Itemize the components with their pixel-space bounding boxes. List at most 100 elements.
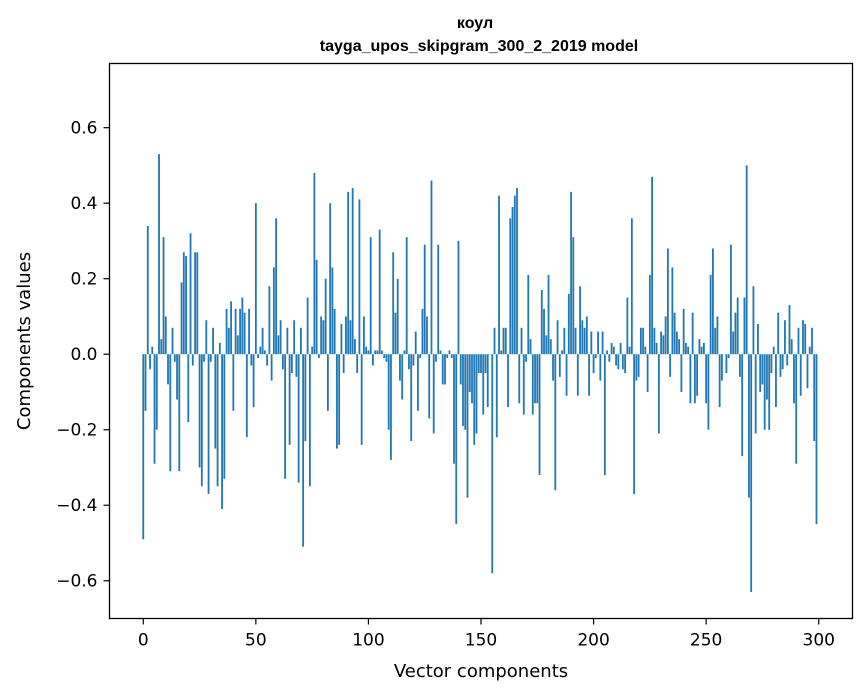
bar-component-239: [680, 354, 683, 392]
bar-component-99: [365, 346, 368, 355]
bar-component-104: [376, 350, 379, 355]
bar-component-70: [299, 327, 302, 355]
bar-component-30: [209, 354, 212, 362]
bar-component-298: [813, 354, 816, 442]
bar-component-14: [173, 354, 176, 362]
bar-component-75: [311, 346, 314, 355]
bar-component-122: [417, 354, 419, 411]
bar-component-271: [752, 286, 755, 355]
bar-component-153: [486, 354, 489, 408]
bar-component-53: [261, 327, 264, 355]
bar-component-257: [721, 354, 723, 381]
bar-component-79: [320, 316, 323, 355]
bar-component-156: [493, 327, 496, 355]
bar-component-172: [529, 339, 532, 355]
bar-component-190: [570, 191, 572, 355]
bar-component-18: [182, 252, 185, 355]
bar-component-212: [619, 342, 622, 355]
bar-component-42: [236, 335, 239, 355]
chart-title: коул: [457, 15, 493, 32]
bar-component-209: [612, 346, 615, 355]
bar-component-32: [214, 354, 217, 449]
bar-component-262: [732, 331, 735, 355]
bar-component-101: [369, 237, 372, 355]
bar-component-183: [554, 354, 557, 491]
bar-component-10: [164, 316, 167, 355]
y-tick-label: 0.2: [70, 270, 97, 290]
bar-component-249: [703, 342, 705, 355]
x-tick-label: 200: [577, 631, 609, 651]
bar-component-168: [520, 327, 523, 355]
bar-component-217: [630, 218, 633, 355]
bar-component-173: [531, 354, 534, 415]
y-tick-label: −0.2: [56, 421, 97, 441]
bar-component-92: [349, 320, 352, 355]
bar-component-131: [437, 244, 440, 355]
bar-component-65: [288, 354, 291, 445]
bar-component-272: [754, 354, 757, 434]
bar-component-108: [385, 354, 388, 362]
bar-component-277: [766, 354, 768, 400]
bar-component-1: [144, 354, 147, 411]
y-axis-label: Components values: [14, 252, 35, 430]
bar-component-238: [678, 339, 681, 355]
bar-component-55: [266, 354, 269, 366]
bar-component-33: [216, 354, 219, 487]
bar-component-295: [806, 354, 809, 389]
bar-component-161: [504, 327, 507, 355]
bar-component-192: [574, 327, 577, 355]
bar-component-280: [772, 346, 775, 355]
y-tick-label: −0.4: [56, 496, 97, 516]
bar-component-259: [725, 354, 728, 374]
bar-component-91: [347, 191, 350, 355]
bar-component-103: [374, 350, 377, 355]
bar-component-120: [412, 354, 415, 366]
bar-component-47: [248, 308, 250, 355]
bar-component-128: [430, 180, 433, 355]
bar-component-296: [808, 346, 811, 355]
bar-component-119: [410, 354, 413, 442]
bar-component-189: [567, 293, 570, 355]
bar-component-6: [155, 354, 158, 430]
bar-component-23: [194, 252, 196, 355]
bar-component-176: [538, 354, 541, 476]
bar-component-152: [484, 354, 487, 374]
bar-component-215: [626, 297, 629, 355]
bar-component-218: [633, 354, 635, 494]
bar-component-48: [250, 354, 253, 366]
bar-component-117: [405, 237, 408, 355]
bar-component-232: [664, 316, 667, 355]
bar-component-57: [270, 354, 273, 381]
bar-component-287: [788, 305, 791, 355]
bar-component-236: [673, 312, 676, 355]
bar-component-268: [745, 165, 748, 355]
bar-component-165: [513, 195, 516, 355]
bar-component-188: [565, 354, 568, 396]
bar-component-98: [363, 316, 365, 355]
bar-component-110: [390, 354, 392, 460]
bar-component-245: [693, 354, 696, 404]
bar-component-80: [322, 320, 325, 355]
bar-component-265: [739, 354, 741, 377]
bar-component-137: [450, 354, 453, 358]
bar-component-197: [585, 316, 588, 355]
bar-component-200: [592, 354, 595, 374]
bar-component-87: [338, 354, 341, 445]
bar-component-229: [657, 354, 660, 434]
bar-component-261: [730, 244, 732, 355]
bar-component-111: [392, 252, 395, 355]
bar-component-72: [304, 354, 307, 442]
bar-component-283: [779, 354, 782, 377]
bar-component-263: [734, 312, 737, 355]
y-tick-label: 0.6: [70, 119, 97, 139]
bar-component-151: [482, 354, 485, 415]
bar-component-242: [687, 346, 690, 355]
bar-component-171: [527, 274, 530, 355]
bar-component-206: [606, 350, 608, 355]
bar-component-141: [459, 354, 462, 385]
bar-component-106: [381, 350, 383, 355]
x-tick-label: 150: [465, 631, 497, 651]
bar-component-289: [793, 354, 795, 404]
bar-component-270: [750, 354, 753, 593]
